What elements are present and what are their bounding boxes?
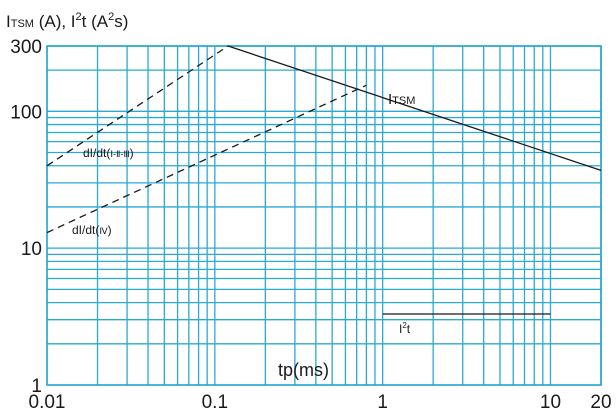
y-tick-label: 100	[10, 102, 42, 123]
series-label-itsm: ITSM	[388, 91, 415, 108]
x-tick-label: 1	[377, 392, 388, 411]
x-tick-label: 20	[590, 392, 611, 411]
y-tick-label: 1	[31, 376, 42, 397]
series-line-didt-1-2-3	[46, 45, 229, 167]
chart-grid	[46, 45, 602, 386]
series-line-didt-4	[46, 84, 367, 234]
chart-series	[46, 45, 602, 315]
x-tick-label: 0.01	[29, 392, 66, 411]
series-label-didt-4: dI/dt(Ⅳ)	[72, 223, 112, 237]
series-label-didt-1-2-3: dI/dt(Ⅰ-Ⅱ-Ⅲ)	[83, 146, 134, 160]
series-label-i2t: I2t	[399, 321, 411, 336]
x-tick-label: 0.1	[202, 392, 228, 411]
y-tick-label: 300	[10, 37, 42, 58]
plot-frame	[46, 45, 602, 386]
x-tick-label: 10	[540, 392, 561, 411]
y-tick-label: 10	[21, 239, 42, 260]
x-axis-title: tp(ms)	[278, 360, 329, 380]
series-line-itsm	[227, 45, 602, 172]
y-axis-title: ITSM (A), I2t (A2s)	[6, 11, 128, 31]
tick-labels: 0.01 0.1 1 10 20 1 10 100 300	[10, 37, 611, 411]
